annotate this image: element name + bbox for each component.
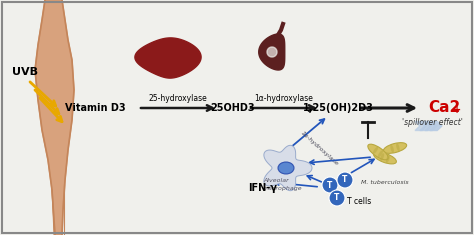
Polygon shape (135, 38, 201, 78)
Text: 1,25(OH)2D3: 1,25(OH)2D3 (302, 103, 374, 113)
Polygon shape (430, 121, 442, 130)
Text: M. tuberculosis: M. tuberculosis (361, 180, 409, 185)
Text: Ca2: Ca2 (428, 101, 460, 115)
Ellipse shape (383, 143, 407, 153)
Polygon shape (259, 34, 285, 70)
Ellipse shape (374, 152, 396, 164)
Ellipse shape (396, 143, 400, 151)
Polygon shape (35, 0, 74, 235)
Text: 25OHD3: 25OHD3 (210, 103, 255, 113)
Text: 'spillover effect': 'spillover effect' (401, 118, 463, 127)
Polygon shape (425, 121, 437, 130)
Polygon shape (420, 121, 432, 130)
Polygon shape (415, 121, 427, 130)
Text: T: T (334, 193, 340, 203)
Text: 1α-hydroxylase: 1α-hydroxylase (255, 94, 313, 103)
Text: T: T (328, 180, 333, 189)
Text: IFN-γ: IFN-γ (248, 183, 277, 193)
Text: T cells: T cells (347, 197, 371, 207)
Ellipse shape (373, 147, 378, 154)
Ellipse shape (378, 150, 383, 157)
Text: T: T (342, 176, 348, 184)
Ellipse shape (380, 153, 384, 161)
Ellipse shape (278, 162, 294, 174)
Circle shape (329, 190, 345, 206)
Ellipse shape (386, 155, 390, 163)
Polygon shape (264, 145, 312, 191)
Text: UVB: UVB (12, 67, 38, 77)
Circle shape (337, 172, 353, 188)
Polygon shape (267, 47, 277, 57)
Text: macrophage: macrophage (263, 186, 302, 191)
Text: Vitamin D3: Vitamin D3 (64, 103, 125, 113)
Circle shape (322, 177, 338, 193)
Text: +: + (453, 105, 461, 115)
Text: Alveolar: Alveolar (263, 178, 289, 183)
Text: 1α-hydroxylase: 1α-hydroxylase (300, 130, 340, 166)
Text: 25-hydroxylase: 25-hydroxylase (149, 94, 207, 103)
Ellipse shape (368, 144, 388, 160)
Ellipse shape (390, 145, 394, 153)
